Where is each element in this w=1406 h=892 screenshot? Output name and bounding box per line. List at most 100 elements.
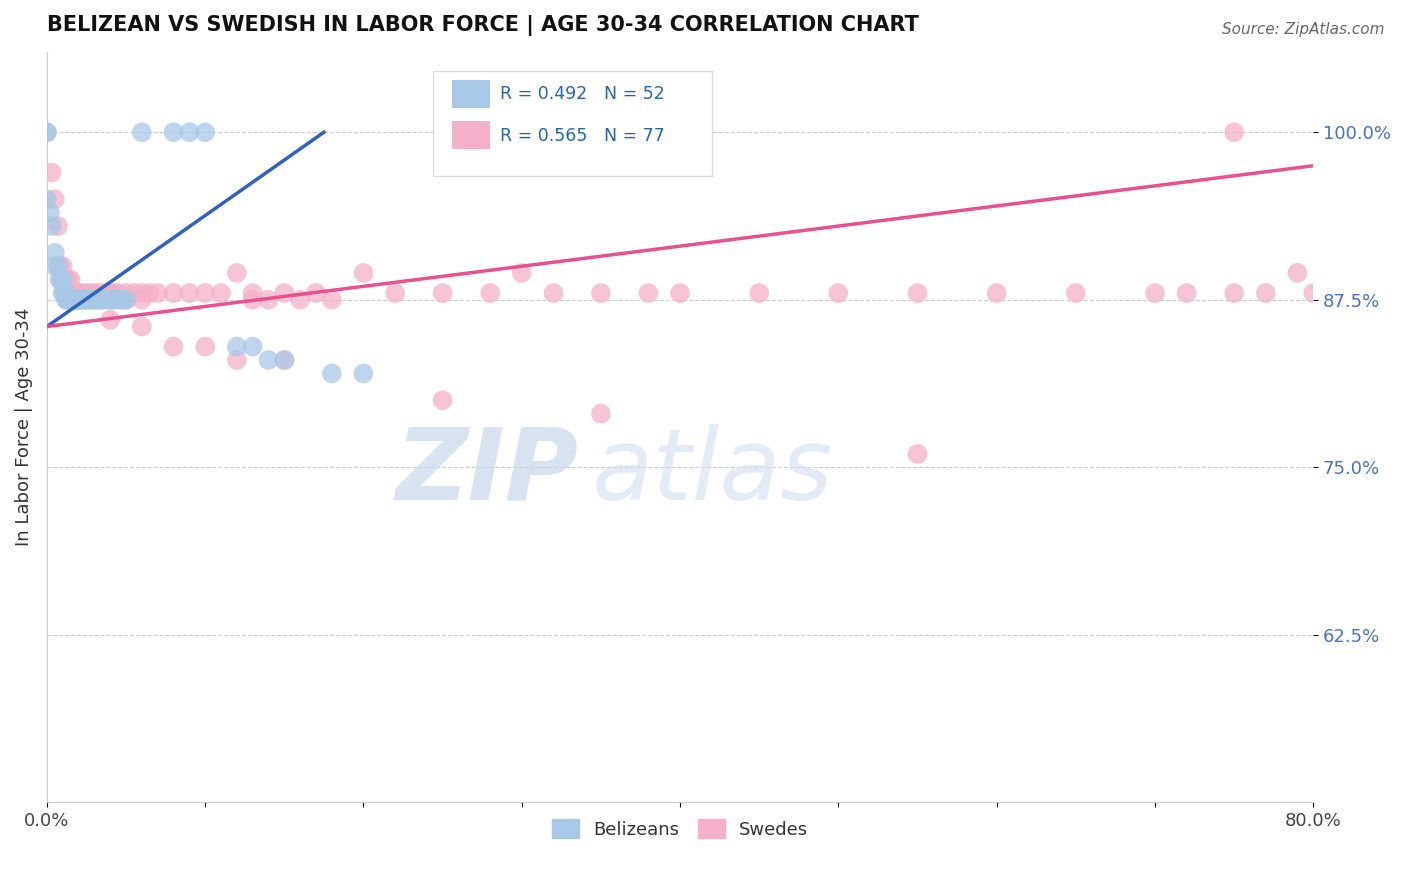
Point (79, 293, 101, 307)
Point (98, 293, 121, 307)
Point (62, 293, 84, 307)
Point (1302, 286, 1324, 301)
Point (139, 286, 162, 301)
Point (98, 313, 121, 327)
Point (48, 273, 70, 287)
Point (162, 340, 184, 354)
Point (321, 293, 343, 307)
Point (53, 286, 76, 301)
Point (67, 293, 90, 307)
Point (257, 353, 280, 368)
Point (56, 293, 79, 307)
Point (41, 219, 63, 233)
Point (827, 286, 849, 301)
Point (1175, 286, 1198, 301)
Point (96, 286, 118, 301)
Point (69, 293, 91, 307)
Text: atlas: atlas (592, 424, 834, 521)
Point (70, 286, 93, 301)
Point (1286, 266, 1309, 280)
Point (52, 273, 75, 287)
Point (194, 286, 217, 301)
Point (321, 367, 343, 381)
Point (67, 286, 90, 301)
Point (589, 286, 612, 301)
Point (41, 165, 63, 179)
Point (986, 286, 1008, 301)
Point (479, 286, 502, 301)
Point (91, 293, 114, 307)
Point (131, 125, 153, 139)
Point (242, 286, 264, 301)
Point (273, 286, 295, 301)
Point (288, 293, 311, 307)
Point (305, 286, 328, 301)
FancyBboxPatch shape (433, 70, 711, 176)
Point (162, 125, 184, 139)
Point (225, 353, 247, 368)
Point (242, 293, 264, 307)
Point (59, 293, 82, 307)
Point (56, 273, 79, 287)
Point (49, 273, 72, 287)
Point (103, 293, 125, 307)
Point (1143, 286, 1166, 301)
Point (44, 192, 66, 206)
Text: BELIZEAN VS SWEDISH IN LABOR FORCE | AGE 30-34 CORRELATION CHART: BELIZEAN VS SWEDISH IN LABOR FORCE | AGE… (46, 15, 918, 36)
Point (432, 286, 454, 301)
Point (35, 192, 58, 206)
Point (432, 393, 454, 408)
Point (179, 125, 201, 139)
Point (907, 286, 929, 301)
Point (75, 293, 97, 307)
Point (353, 367, 375, 381)
Point (55, 286, 77, 301)
Point (80, 293, 103, 307)
Point (70, 293, 93, 307)
Point (907, 447, 929, 461)
Point (59, 273, 82, 287)
Point (35, 125, 58, 139)
Point (35, 125, 58, 139)
Point (748, 286, 770, 301)
Point (510, 266, 533, 280)
Point (75, 286, 97, 301)
Text: R = 0.492: R = 0.492 (501, 85, 588, 103)
Point (60, 286, 83, 301)
Point (44, 259, 66, 273)
Point (209, 286, 232, 301)
Point (1223, 125, 1246, 139)
Point (107, 286, 129, 301)
Point (59, 293, 82, 307)
Point (225, 266, 247, 280)
Point (89, 293, 111, 307)
Point (52, 259, 75, 273)
Point (91, 286, 114, 301)
Point (65, 286, 87, 301)
Point (94, 293, 117, 307)
Text: R = 0.565: R = 0.565 (501, 127, 588, 145)
Text: N = 77: N = 77 (605, 127, 665, 145)
Point (46, 259, 69, 273)
Point (637, 286, 659, 301)
Point (66, 293, 89, 307)
Point (146, 286, 169, 301)
Point (60, 293, 83, 307)
Point (107, 293, 129, 307)
Point (179, 286, 201, 301)
FancyBboxPatch shape (453, 121, 491, 149)
Legend: Belizeans, Swedes: Belizeans, Swedes (544, 812, 815, 846)
Point (162, 286, 184, 301)
Point (72, 293, 94, 307)
Text: ZIP: ZIP (395, 424, 579, 521)
Point (257, 293, 280, 307)
Point (46, 219, 69, 233)
Text: N = 52: N = 52 (605, 85, 665, 103)
Point (52, 286, 75, 301)
Point (83, 286, 105, 301)
Point (55, 293, 77, 307)
Point (589, 407, 612, 421)
Point (353, 266, 375, 280)
Point (65, 293, 87, 307)
Point (98, 293, 121, 307)
